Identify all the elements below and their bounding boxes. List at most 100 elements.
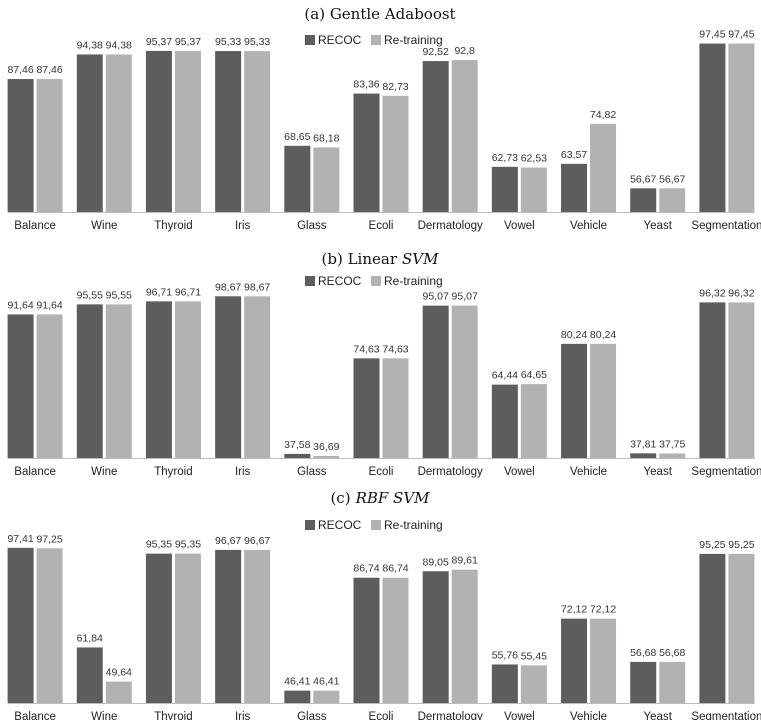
bar-retraining [244,51,271,213]
data-label: 97,41 [7,533,33,545]
data-label: 72,12 [561,604,587,616]
bar-group-wine: 61,84 49,64 Wine [77,632,132,720]
bar-group-vowel: 55,76 55,45 Vowel [492,649,547,720]
bar-group-segmentation: 96,32 96,32 Segmentation [691,287,761,478]
bar-retraining [382,577,409,703]
legend: RECOC Re-training [305,274,443,288]
bar-group-yeast: 56,68 56,68 Yeast [630,647,685,720]
bar-recoc [284,453,311,458]
bar-group-iris: 96,67 96,67 Iris [215,535,270,720]
data-label: 74,63 [382,343,408,355]
data-label: 61,84 [77,632,103,644]
category-label: Glass [297,220,327,232]
data-label: 37,75 [659,438,685,450]
bar-group-segmentation: 97,45 97,45 Segmentation [691,29,761,232]
data-label: 95,07 [452,291,478,303]
data-label: 36,69 [313,441,339,453]
data-label: 49,64 [106,667,132,679]
data-label: 56,68 [659,647,685,659]
bar-retraining [590,123,617,212]
bar-group-dermatology: 89,05 89,61 Dermatology [418,555,483,720]
category-label: Glass [297,466,327,478]
bar-group-balance: 91,64 91,64 Balance [7,299,62,478]
data-label: 95,07 [423,291,449,303]
bar-retraining [728,302,755,458]
data-label: 46,41 [284,676,310,688]
category-label: Segmentation [691,711,761,720]
data-label: 97,25 [36,533,62,545]
data-label: 55,76 [492,649,518,661]
data-label: 95,25 [728,539,754,551]
category-label: Dermatology [418,466,483,478]
bar-recoc [215,296,242,458]
bar-group-dermatology: 95,07 95,07 Dermatology [418,291,483,478]
panel-1: (a) Gentle Adaboost RECOC Re-training 87,46… [7,5,761,232]
bar-group-yeast: 56,67 56,67 Yeast [630,173,685,232]
data-label: 95,33 [215,36,241,48]
category-label: Vowel [504,220,535,232]
bar-group-yeast: 37,81 37,75 Yeast [630,438,685,478]
data-label: 94,38 [77,39,103,51]
category-label: Thyroid [154,220,192,232]
bar-retraining [451,305,478,458]
category-label: Yeast [644,711,673,720]
category-label: Vehicle [570,711,607,720]
bar-recoc [561,618,588,703]
category-label: Dermatology [418,220,483,232]
category-label: Wine [91,466,117,478]
category-label: Segmentation [691,466,761,478]
data-label: 91,64 [36,299,62,311]
legend-label-recoc: RECOC [318,518,362,532]
bar-recoc [76,304,103,458]
bar-recoc [145,553,172,703]
bar-recoc [491,384,518,458]
category-label: Dermatology [418,711,483,720]
bar-group-vehicle: 72,12 72,12 Vehicle [561,604,616,720]
category-label: Vehicle [570,466,607,478]
bar-recoc [7,547,34,703]
category-label: Vowel [504,466,535,478]
data-label: 96,32 [728,287,754,299]
data-label: 95,37 [175,36,201,48]
data-label: 37,81 [630,438,656,450]
data-label: 80,24 [590,329,616,341]
bar-group-glass: 68,65 68,18 Glass [284,131,339,232]
bar-recoc [7,79,34,212]
data-label: 86,74 [353,563,379,575]
bar-group-ecoli: 74,63 74,63 Ecoli [353,343,408,478]
bar-retraining [313,456,340,458]
data-label: 82,73 [382,81,408,93]
bar-recoc [284,690,311,703]
data-label: 95,25 [699,539,725,551]
legend-label-recoc: RECOC [318,274,362,288]
bar-group-glass: 37,58 36,69 Glass [284,439,339,478]
bar-group-balance: 97,41 97,25 Balance [7,533,62,720]
bar-recoc [76,647,103,703]
bar-group-glass: 46,41 46,41 Glass [284,676,339,720]
bar-group-ecoli: 83,36 82,73 Ecoli [353,79,408,232]
bar-recoc [215,51,242,213]
bar-group-vehicle: 80,24 80,24 Vehicle [561,329,616,478]
panel-3: (c) RBF SVM RECOC Re-training 97,41 97,25 Bala… [7,489,761,720]
data-label: 62,53 [521,153,547,165]
bar-recoc [491,166,518,212]
bar-recoc [561,163,588,212]
data-label: 95,55 [77,289,103,301]
bar-retraining [174,553,201,703]
panel-title: (b) Linear SVM [322,250,440,268]
category-label: Thyroid [154,466,192,478]
bar-retraining [728,43,755,212]
bar-recoc [422,61,449,212]
bar-group-iris: 98,67 98,67 Iris [215,281,270,478]
bar-recoc [145,50,172,213]
bar-recoc [422,305,449,458]
data-label: 63,57 [561,149,587,161]
bar-recoc [353,577,380,703]
data-label: 55,45 [521,650,547,662]
bar-retraining [382,358,409,458]
bar-recoc [561,343,588,458]
data-label: 87,46 [36,64,62,76]
legend-swatch-recoc [305,276,315,286]
bar-retraining [313,690,340,703]
data-label: 56,67 [659,173,685,185]
